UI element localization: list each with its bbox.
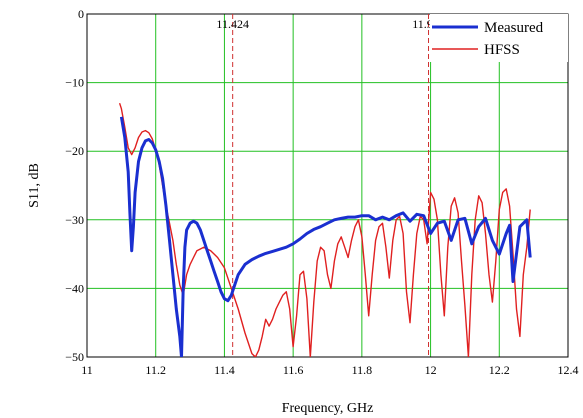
y-tick-label: −30	[65, 213, 84, 227]
x-tick-label: 11.6	[283, 363, 304, 377]
x-tick-label: 11	[81, 363, 93, 377]
x-tick-label: 11.8	[352, 363, 373, 377]
grid	[86, 13, 569, 358]
y-axis-label: S11, dB	[27, 163, 42, 208]
legend-label-hfss: HFSS	[484, 42, 520, 58]
plot-frame	[86, 13, 569, 358]
y-tick-label: 0	[78, 7, 84, 21]
x-tick-label: 12.4	[558, 363, 579, 377]
x-tick-label: 12.2	[489, 363, 510, 377]
legend-label-measured: Measured	[484, 20, 544, 36]
x-axis-label: Frequency, GHz	[282, 401, 374, 416]
x-tick-label: 12	[425, 363, 437, 377]
y-tick-label: −40	[65, 281, 84, 295]
y-tick-label: −10	[65, 76, 84, 90]
y-tick-label: −50	[65, 350, 84, 364]
legend-box	[430, 14, 568, 62]
legend: Measured HFSS	[430, 14, 568, 62]
x-tick-label: 11.4	[214, 363, 235, 377]
x-ticks: 11 11.2 11.4 11.6 11.8 12 12.2 12.4	[81, 363, 578, 377]
y-ticks: 0 −10 −20 −30 −40 −50	[65, 7, 84, 364]
marker-label: 11.424	[216, 17, 249, 31]
series-group	[118, 102, 532, 357]
series-line-measured	[119, 116, 532, 357]
x-tick-label: 11.2	[145, 363, 166, 377]
y-tick-label: −20	[65, 144, 84, 158]
markers: 11.424 11.994	[216, 14, 445, 357]
